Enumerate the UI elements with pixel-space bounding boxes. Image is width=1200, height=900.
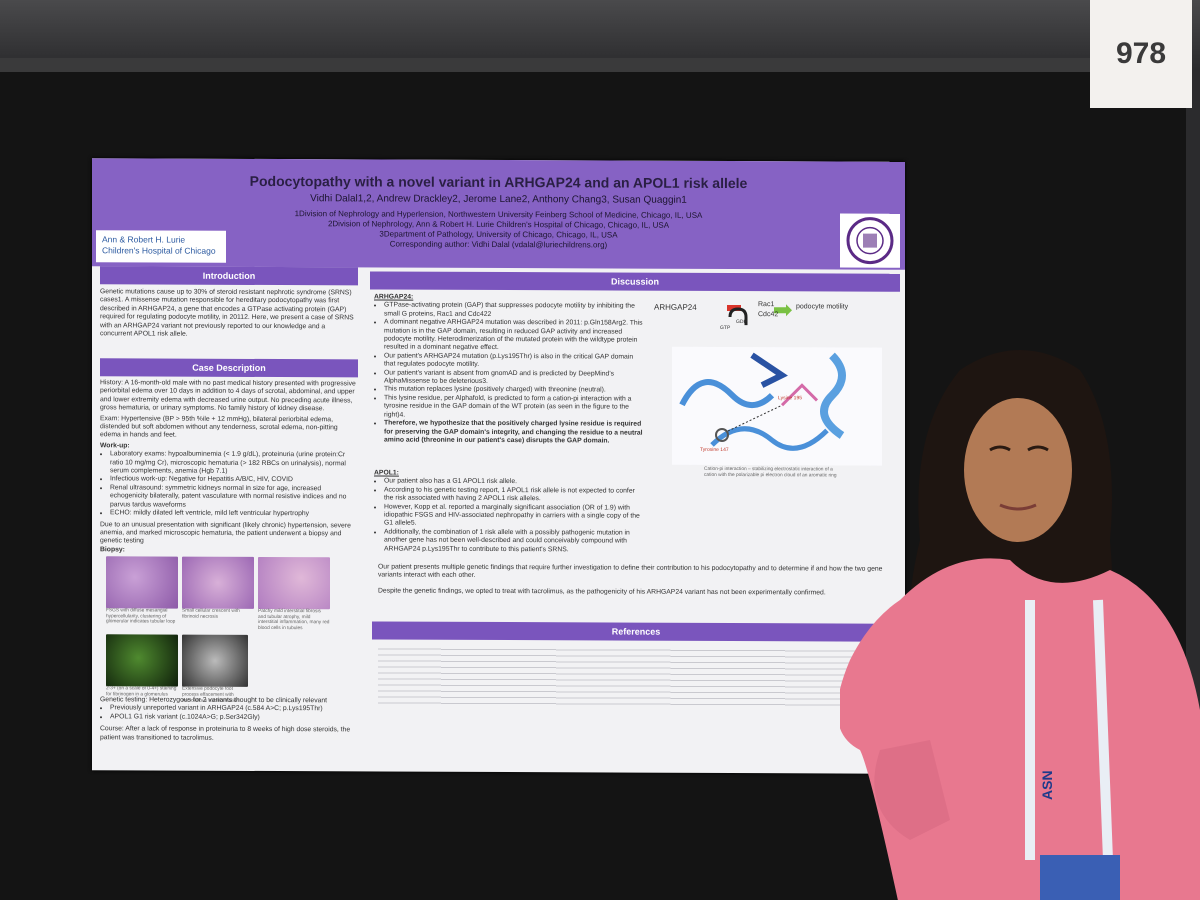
genetic-item: APOL1 G1 risk variant (c.1024A>G; p.Ser3… [110, 713, 358, 722]
arhgap-item: Our patient's ARHGAP24 mutation (p.Lys19… [384, 352, 644, 370]
conclusion: Our patient presents multiple genetic fi… [378, 563, 883, 580]
biopsy-row: 2-3+ (on a scale of 0-4+) staining for f… [106, 634, 356, 705]
history: History: A 16-month-old male with no pas… [100, 379, 356, 413]
biopsy-panel: Small cellular crescent with fibrinoid n… [182, 556, 254, 632]
exam: Exam: Hypertensive (BP > 95th %ile + 12 … [100, 414, 338, 440]
arhgap-list: GTPase-activating protein (GAP) that sup… [374, 302, 644, 446]
section-heading: References [372, 621, 900, 642]
biopsy-image [182, 634, 248, 688]
workup-item: Renal ultrasound: symmetric kidneys norm… [110, 484, 358, 510]
intro-text: Genetic mutations cause up to 30% of ste… [100, 288, 354, 338]
arhgap-item: GTPase-activating protein (GAP) that sup… [384, 302, 644, 320]
arhgap-item: A dominant negative ARHGAP24 mutation wa… [384, 319, 644, 354]
poster-header: Podocytopathy with a novel variant in AR… [92, 158, 905, 270]
discussion-arhgap: ARHGAP24: GTPase-activating protein (GAP… [374, 293, 644, 445]
arhgap-item: Our patient's variant is absent from gno… [384, 369, 644, 387]
figure-art [672, 304, 882, 466]
figure-label: podocyte motility [796, 303, 849, 311]
protein-figure: ARHGAP24 Rac1 Cdc42 podocyte motility GT… [652, 295, 902, 486]
genetic-list: Previously unreported variant in ARHGAP2… [100, 705, 358, 723]
section-heading: Case Description [100, 358, 358, 378]
hospital-logo: Ann & Robert H. Lurie Children's Hospita… [96, 230, 226, 263]
university-seal [840, 213, 900, 268]
section-heading: Introduction [100, 266, 358, 286]
treatment: Despite the genetic findings, we opted t… [378, 587, 826, 597]
poster: Podocytopathy with a novel variant in AR… [92, 158, 905, 774]
workup-item: Laboratory exams: hypoalbuminemia (< 1.9… [110, 451, 358, 477]
caption: Small cellular crescent with fibrinoid n… [182, 608, 240, 620]
biopsy-image [106, 556, 178, 609]
workup-list: Laboratory exams: hypoalbuminemia (< 1.9… [100, 451, 358, 519]
lanyard-text: ASN [1039, 770, 1055, 800]
logo-text: Ann & Robert H. Lurie [102, 234, 186, 245]
authors: Vidhi Dalal1,2, Andrew Drackley2, Jerome… [310, 193, 687, 206]
apol-item: Additionally, the combination of 1 risk … [384, 528, 644, 554]
biopsy-row: FSGS with diffuse mesangial hypercellula… [106, 556, 356, 631]
biopsy-image [258, 556, 330, 610]
apol-item: According to his genetic testing report,… [384, 486, 644, 504]
apol-item: However, Kopp et al. reported a marginal… [384, 503, 644, 529]
section-heading: Discussion [370, 271, 900, 292]
poster-title: Podocytopathy with a novel variant in AR… [249, 172, 748, 192]
case-body: History: A 16-month-old male with no pas… [100, 379, 358, 555]
logo-text: Children's Hospital of Chicago [102, 245, 216, 256]
figure-label: Cdc42 [758, 311, 779, 319]
biopsy-panel: Patchy mild interstitial fibrosis and tu… [258, 556, 330, 632]
figure-caption: Cation-pi interaction – stabilizing elec… [704, 466, 837, 479]
arhgap-item: Therefore, we hypothesize that the posit… [384, 420, 644, 446]
apol-list: Our patient also has a G1 APOL1 risk all… [374, 478, 644, 555]
course: Course: After a lack of response in prot… [100, 725, 351, 742]
genetics: Genetic testing: Heterozygous for 2 vari… [100, 696, 358, 743]
biopsy-image [106, 634, 178, 687]
caption: FSGS with diffuse mesangial hypercellula… [106, 608, 176, 625]
biopsy-figures: FSGS with diffuse mesangial hypercellula… [106, 556, 356, 704]
presenter: ASN [840, 350, 1200, 900]
figure-label: Lysine 195 [778, 395, 802, 402]
booth-number: 978 [1090, 0, 1192, 108]
biopsy-panel: FSGS with diffuse mesangial hypercellula… [106, 556, 178, 631]
reference-lines [378, 645, 898, 708]
caption: Patchy mild interstitial fibrosis and tu… [258, 608, 330, 631]
arhgap-item: This lysine residue, per Alphafold, is p… [384, 394, 644, 420]
discussion-apol: APOL1: Our patient also has a G1 APOL1 r… [374, 469, 644, 554]
figure-label: GDP [736, 319, 747, 326]
biopsy-panel: Extensive podocyte foot process effaceme… [182, 634, 248, 704]
biopsy-panel: 2-3+ (on a scale of 0-4+) staining for f… [106, 634, 178, 704]
biopsy-image [182, 556, 254, 609]
figure-label: ARHGAP24 [654, 302, 697, 312]
figure-label: Rac1 [758, 301, 775, 309]
summary: Due to an unusual presentation with sign… [100, 520, 351, 545]
figure-label: GTP [720, 324, 731, 332]
biopsy-label: Biopsy: [100, 545, 125, 554]
workup-item: ECHO: mildly dilated left ventricle, mil… [110, 509, 358, 518]
seal [846, 217, 894, 265]
figure-label: Tyrosine 147 [700, 446, 729, 454]
